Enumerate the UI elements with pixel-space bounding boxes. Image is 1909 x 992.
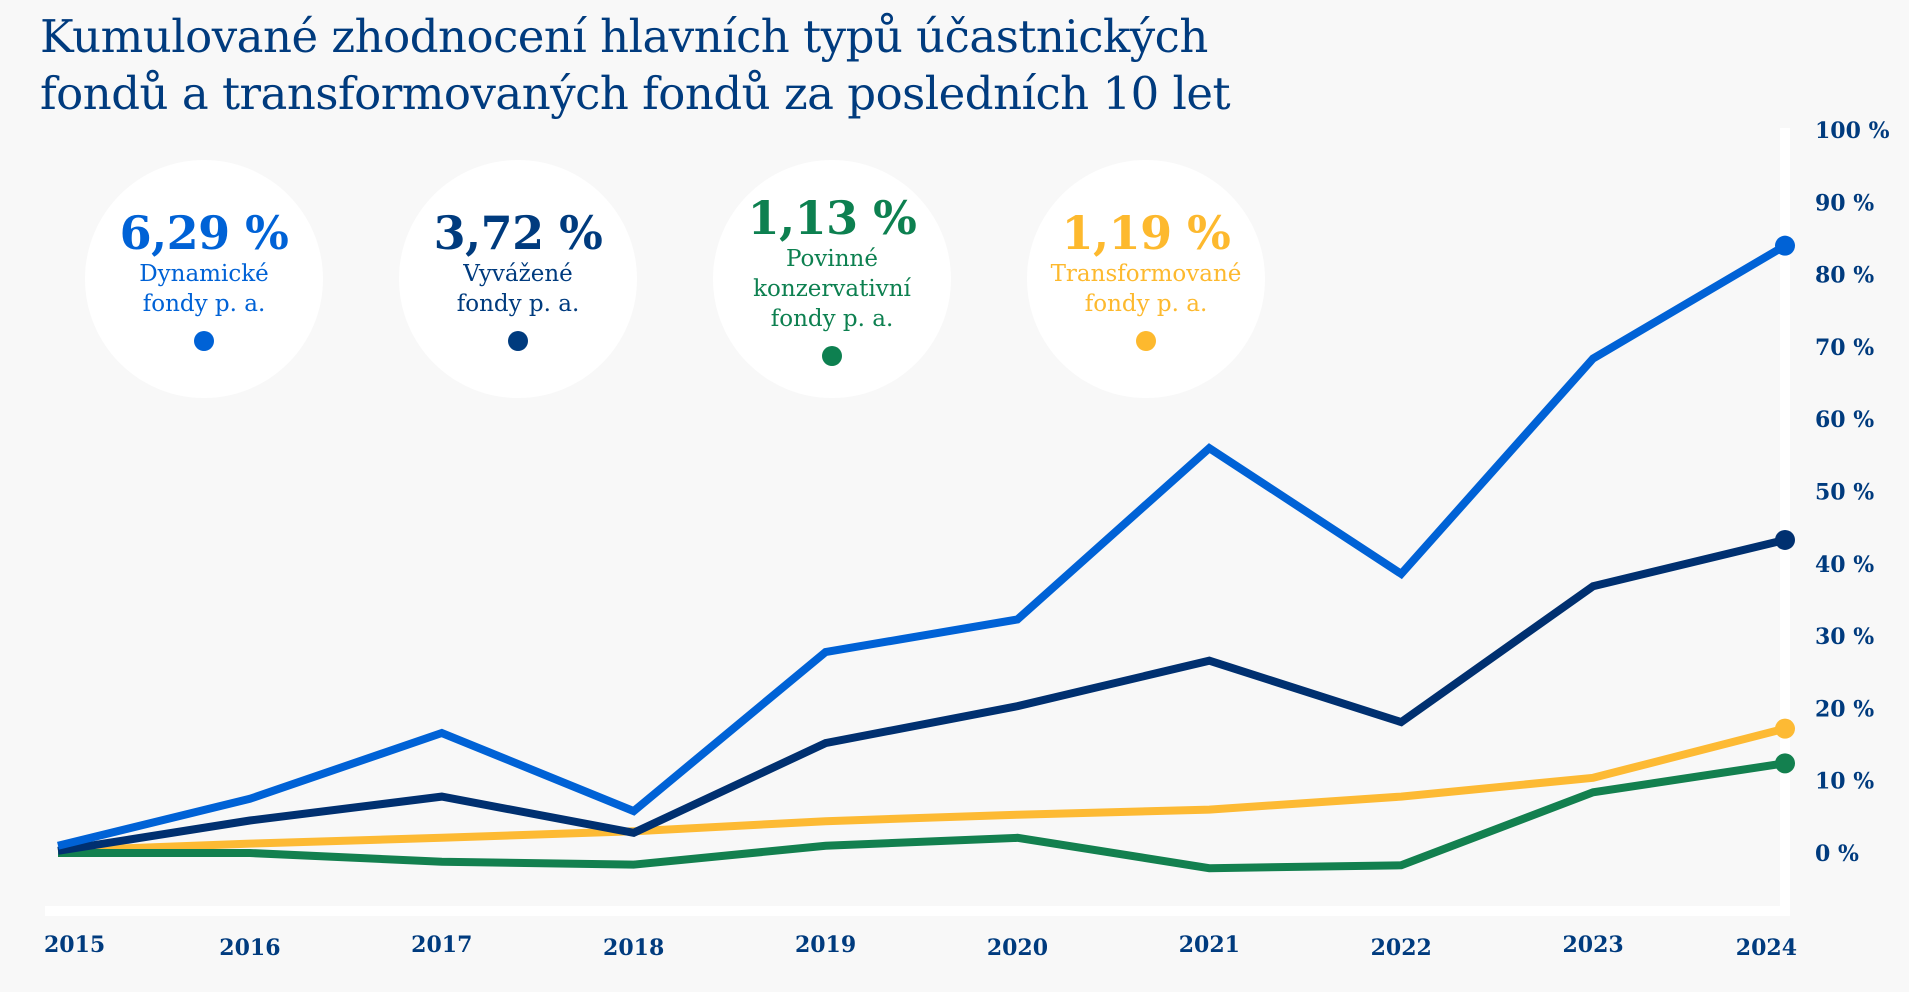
y-axis: 0 % 10 % 20 % 30 % 40 % 50 % 60 % 70 % 80 % 90 % 1… (1815, 118, 1890, 867)
series-line-vyvážené-fondy (57, 536, 1786, 855)
y-tick-label: 100 % (1815, 118, 1890, 144)
x-axis: 2015 2016 2017 2018 2019 2020 2021 2022 2023 2024 (44, 932, 1797, 961)
y-tick-label: 80 % (1815, 263, 1874, 289)
data-point (1775, 718, 1795, 739)
summary-label-line: fondy p. a. (142, 291, 266, 317)
x-tick-label: 2018 (603, 935, 664, 961)
x-tick-label: 2017 (411, 932, 472, 958)
summary-label-line: Transformované (1050, 261, 1242, 287)
chart-title: Kumulované zhodnocení hlavních typů účas… (40, 8, 1440, 122)
summary-label-line: konzervativní (753, 276, 911, 302)
chart-title-line-1: Kumulované zhodnocení hlavních typů účas… (40, 10, 1208, 63)
summary-label-line: fondy p. a. (770, 306, 894, 332)
summary-label-line: Povinné (786, 246, 878, 272)
series-line-povinné-konzervativní-fondy (58, 759, 1786, 873)
legend-dot-icon (822, 346, 842, 366)
summary-bubble-balanced: 3,72 % Vyvážené fondy p. a. (399, 160, 637, 398)
y-tick-label: 70 % (1815, 335, 1874, 361)
legend-dot-icon (1136, 331, 1156, 351)
x-axis-band (45, 906, 1785, 916)
y-tick-label: 90 % (1815, 190, 1874, 216)
summary-value: 3,72 % (433, 206, 603, 260)
summary-value: 6,29 % (119, 206, 289, 260)
y-tick-label: 10 % (1815, 769, 1874, 795)
summary-bubble-conservative: 1,13 % Povinné konzervativní fondy p. a. (713, 160, 951, 398)
y-tick-label: 40 % (1815, 552, 1874, 578)
summary-label-line: fondy p. a. (1084, 291, 1208, 317)
x-tick-label: 2020 (987, 935, 1048, 961)
summary-bubble-dynamic: 6,29 % Dynamické fondy p. a. (85, 160, 323, 398)
x-tick-label: 2021 (1179, 932, 1240, 958)
series-group (57, 235, 1795, 873)
y-tick-label: 20 % (1815, 696, 1874, 722)
summary-label-line: Vyvážené (463, 261, 573, 287)
x-tick-label: 2024 (1736, 935, 1797, 961)
legend-dot-icon (508, 331, 528, 351)
summary-value: 1,13 % (747, 191, 917, 245)
data-point (1775, 235, 1795, 256)
y-tick-label: 50 % (1815, 480, 1874, 506)
summary-label-line: fondy p. a. (456, 291, 580, 317)
chart-title-line-2: fondů a transformovaných fondů za posled… (40, 67, 1231, 120)
series-line-dynamické-fondy (57, 242, 1788, 850)
summary-value: 1,19 % (1061, 206, 1231, 260)
y-tick-label: 30 % (1815, 624, 1874, 650)
legend-dot-icon (194, 331, 214, 351)
x-tick-label: 2023 (1562, 932, 1623, 958)
y-tick-label: 0 % (1815, 841, 1859, 867)
series-line-transformované-fondy (57, 724, 1786, 855)
y-tick-label: 60 % (1815, 407, 1874, 433)
summary-label-line: Dynamické (139, 261, 269, 287)
data-point (1775, 753, 1795, 774)
summary-bubble-transformed: 1,19 % Transformované fondy p. a. (1027, 160, 1265, 398)
x-tick-label: 2016 (219, 935, 280, 961)
x-tick-label: 2015 (44, 932, 105, 958)
y-axis-band (1780, 128, 1790, 916)
x-tick-label: 2022 (1371, 935, 1432, 961)
x-tick-label: 2019 (795, 932, 856, 958)
data-point (1775, 529, 1795, 550)
